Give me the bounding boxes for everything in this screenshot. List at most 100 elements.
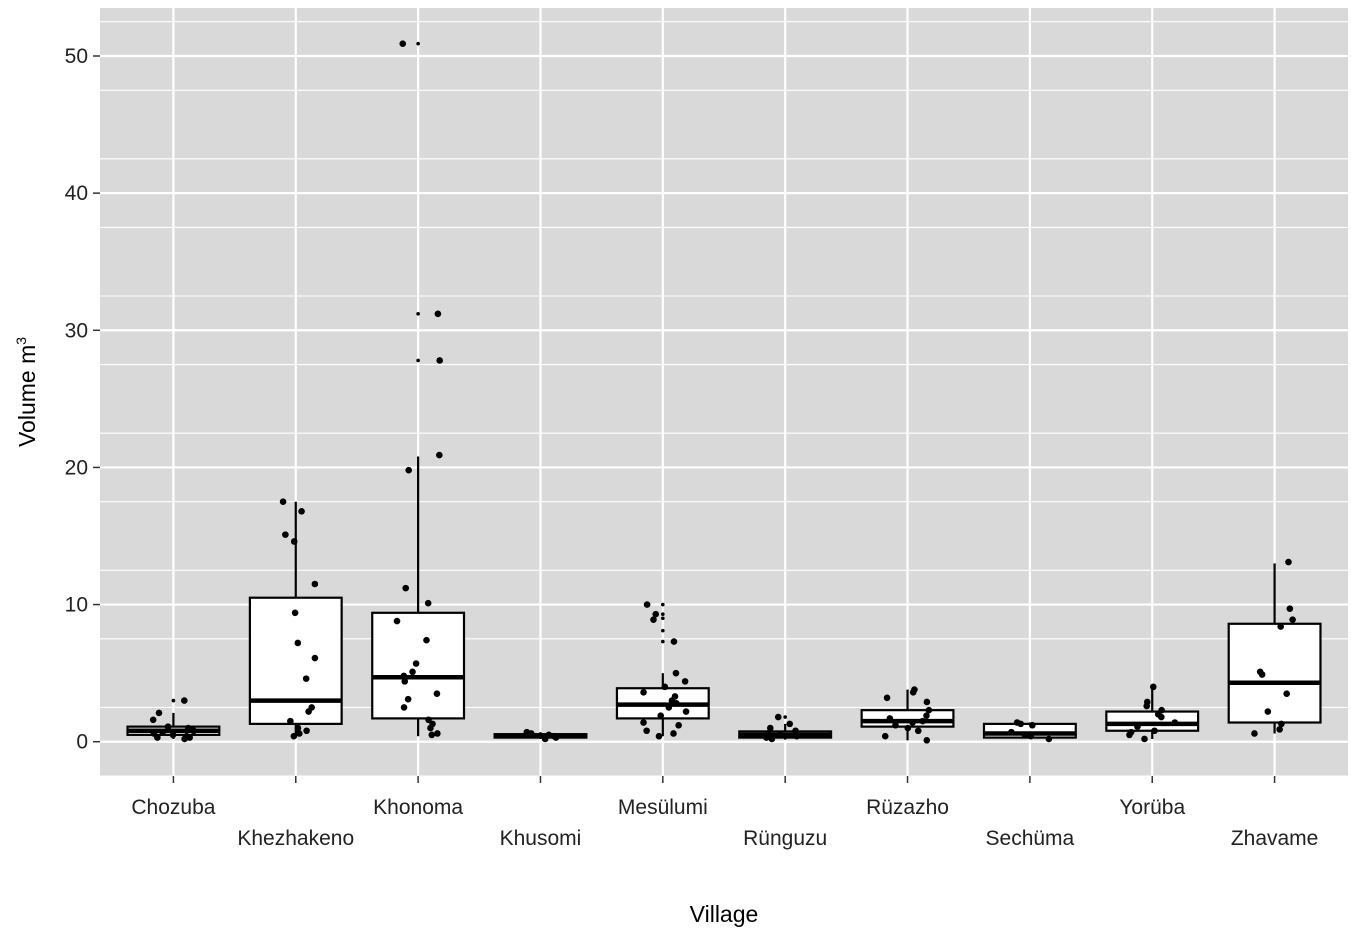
box-6 [738,715,833,740]
y-axis-title: Volume m3 [13,337,40,447]
x-axis-title: Village [690,901,759,927]
data-point [881,732,889,740]
y-axis-title-superscript: 3 [13,337,29,345]
data-point [1171,719,1179,726]
data-point [914,727,922,735]
data-point [911,686,918,693]
data-point [150,730,158,737]
data-point [1256,668,1264,676]
data-point [786,720,794,728]
data-point [1045,735,1053,743]
data-point [661,683,669,691]
data-point [429,720,436,728]
data-point [311,654,319,662]
data-point [298,508,305,515]
box-4 [493,732,588,739]
data-point [294,639,302,647]
outlier-point [661,628,665,633]
x-tick-label: Khusomi [500,827,582,850]
box-iqr [1227,622,1322,724]
data-point [671,693,679,700]
data-point [282,531,289,538]
data-point [1127,728,1135,736]
data-point [308,704,315,711]
x-tick-label: Khonoma [373,796,463,819]
data-point [1029,721,1036,729]
data-point [670,638,678,645]
data-point [149,716,157,724]
data-point [919,717,926,725]
jitter-points [149,40,1296,744]
data-point [1141,735,1148,743]
data-point [155,709,163,717]
data-point [923,698,931,706]
data-point [886,715,894,722]
data-point [655,732,663,740]
data-point [402,584,410,592]
outlier-point [416,358,420,363]
x-tick-label: Yorüba [1119,796,1185,819]
data-point [640,689,647,696]
data-point [904,724,912,732]
x-tick-label: Chozuba [131,796,215,819]
box-10 [1227,563,1322,734]
data-point [1277,623,1284,630]
data-point [423,636,430,644]
boxes [126,41,1322,741]
data-point [401,678,409,685]
data-point [279,498,287,506]
data-point [670,730,677,737]
data-point [1286,605,1294,612]
data-point [184,724,192,732]
data-point [545,731,553,739]
data-point [399,40,407,47]
x-axis: Chozuba Khezhakeno Khonoma Khusomi Mesülumi R… [131,776,1318,850]
box-iqr [860,709,955,728]
data-point [303,727,310,735]
data-point [296,730,303,737]
data-point [767,724,774,732]
box-7 [860,689,955,741]
data-point [764,730,772,737]
y-tick-label: 30 [65,319,88,342]
data-point [1264,708,1272,715]
data-point [1283,690,1290,698]
data-point [164,723,172,730]
y-axis-title-main: Volume m [14,345,40,447]
x-tick-label: Rünguzu [743,827,827,850]
data-point [1285,558,1292,566]
data-point [675,721,682,729]
outlier-point [661,639,665,644]
data-point [643,727,650,735]
data-point [302,675,310,682]
y-tick-label: 10 [65,594,88,617]
y-tick-label: 50 [65,45,88,68]
data-point [404,695,412,703]
data-point [287,717,294,725]
data-point [665,704,673,711]
data-point [294,724,302,732]
data-point [682,708,690,715]
data-point [434,730,441,737]
outlier-point [416,312,420,316]
box-iqr [1105,710,1200,732]
x-tick-label: Mesülumi [618,796,708,819]
data-point [1143,698,1151,706]
outlier-point [661,612,665,616]
outlier-point [661,616,665,621]
data-point [1278,720,1285,728]
data-point [1027,732,1035,740]
data-point [311,580,319,588]
data-point [405,466,412,474]
y-tick-label: 20 [65,456,88,479]
data-point [1158,706,1165,714]
data-point [183,732,190,740]
data-point [681,678,689,685]
data-point [643,601,651,608]
data-point [159,728,166,736]
data-point [1251,730,1258,737]
outlier-point [416,41,420,46]
data-point [169,731,177,739]
data-point [1149,683,1157,691]
